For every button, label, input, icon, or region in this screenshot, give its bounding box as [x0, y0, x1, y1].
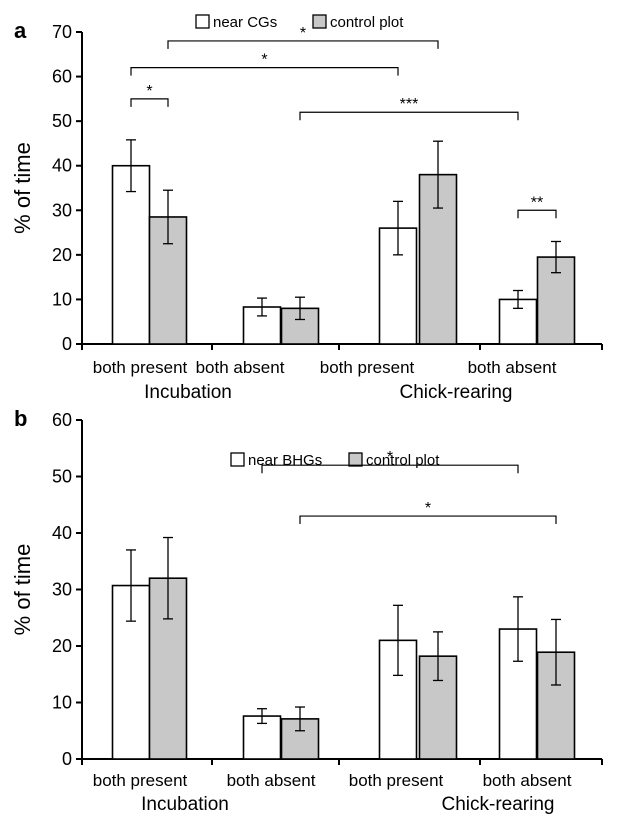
- significance-bracket: [517, 209, 557, 219]
- significance-label: *: [300, 25, 306, 42]
- legend-label: near CGs: [213, 14, 277, 31]
- significance-bracket: [130, 98, 169, 107]
- category-label: both present: [320, 358, 415, 377]
- y-tick-label: 50: [52, 111, 72, 131]
- legend-label: control plot: [366, 452, 440, 469]
- legend-label: near BHGs: [248, 452, 322, 469]
- legend-swatch: [312, 14, 327, 29]
- significance-label: *: [261, 52, 267, 69]
- group-label: Incubation: [144, 382, 232, 403]
- category-label: both absent: [468, 358, 557, 377]
- significance-label: *: [387, 449, 393, 466]
- significance-bracket: [167, 40, 439, 49]
- significance-label: *: [425, 500, 431, 517]
- significance-label: ***: [400, 96, 419, 113]
- y-tick-label: 40: [52, 156, 72, 176]
- y-tick-label: 20: [52, 636, 72, 656]
- significance-bracket: [299, 515, 557, 525]
- y-tick-label: 10: [52, 289, 72, 309]
- category-label: both absent: [227, 771, 316, 790]
- y-tick-label: 30: [52, 200, 72, 220]
- y-axis-label: % of time: [10, 544, 35, 636]
- y-tick-label: 60: [52, 67, 72, 87]
- y-axis-label: % of time: [10, 142, 35, 234]
- panel-letter: a: [14, 18, 27, 43]
- y-tick-label: 50: [52, 467, 72, 487]
- bar-near: [111, 164, 151, 345]
- group-label: Incubation: [141, 794, 229, 815]
- y-tick-label: 10: [52, 693, 72, 713]
- significance-label: *: [146, 83, 152, 100]
- y-tick-label: 0: [62, 749, 72, 769]
- group-label: Chick-rearing: [400, 382, 513, 403]
- category-label: both present: [349, 771, 444, 790]
- category-label: both absent: [483, 771, 572, 790]
- y-tick-label: 0: [62, 334, 72, 354]
- significance-bracket: [130, 67, 399, 76]
- category-label: both present: [93, 771, 188, 790]
- significance-bracket: [261, 464, 519, 474]
- panel-a: a 0 10 20 30 40 50 60 70 % of time both present bot…: [10, 14, 603, 403]
- y-tick-label: 40: [52, 523, 72, 543]
- y-tick-label: 60: [52, 410, 72, 430]
- significance-bracket: [299, 111, 519, 121]
- y-tick-label: 30: [52, 580, 72, 600]
- legend-swatch: [195, 14, 210, 29]
- category-label: both present: [93, 358, 188, 377]
- y-tick-label: 20: [52, 245, 72, 265]
- panel-letter: b: [14, 406, 27, 431]
- panel-b: b 0 10 20 30 40 50 60 % of time both present both …: [10, 406, 603, 815]
- significance-label: **: [531, 194, 543, 211]
- legend-label: control plot: [330, 14, 404, 31]
- y-tick-label: 70: [52, 22, 72, 42]
- group-label: Chick-rearing: [442, 794, 555, 815]
- category-label: both absent: [196, 358, 285, 377]
- legend-swatch: [230, 452, 245, 467]
- legend-swatch: [348, 452, 363, 467]
